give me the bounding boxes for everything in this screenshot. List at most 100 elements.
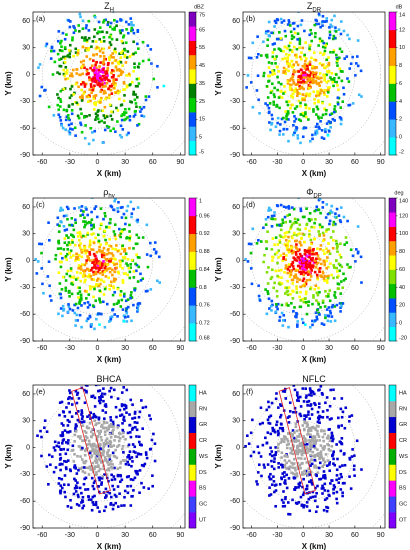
radar-echo [50, 46, 54, 50]
radar-echo [285, 112, 289, 115]
radar-echo [308, 211, 312, 215]
radar-echo [109, 54, 113, 58]
radar-echo [295, 259, 299, 262]
radar-echo [325, 281, 329, 284]
radar-echo [38, 242, 41, 246]
radar-echo [65, 258, 69, 262]
radar-echo [113, 199, 116, 203]
y-tick-label: 60 [22, 391, 30, 398]
radar-echo [109, 495, 113, 499]
radar-echo [125, 411, 128, 415]
radar-echo [277, 466, 281, 469]
radar-echo [351, 102, 355, 105]
radar-echo [138, 302, 142, 305]
radar-echo [268, 452, 272, 456]
radar-echo [318, 84, 321, 88]
radar-echo [90, 323, 93, 326]
colorbar-band [389, 226, 396, 242]
radar-echo [316, 429, 319, 433]
radar-echo [314, 510, 318, 514]
radar-echo [308, 509, 312, 513]
radar-echo [100, 438, 104, 442]
radar-echo [59, 307, 63, 310]
radar-echo [326, 506, 330, 510]
radar-echo [296, 323, 299, 327]
radar-echo [116, 120, 119, 123]
radar-echo [125, 320, 129, 323]
radar-echo [69, 269, 73, 272]
radar-echo [333, 463, 337, 467]
radar-echo [101, 71, 105, 74]
radar-echo [327, 436, 330, 440]
radar-echo [97, 120, 101, 124]
radar-echo [89, 411, 93, 415]
radar-echo [302, 87, 306, 91]
radar-echo [326, 276, 330, 280]
radar-echo [104, 411, 108, 414]
radar-echo [123, 504, 126, 507]
radar-echo [269, 70, 272, 74]
radar-echo [329, 388, 333, 392]
radar-echo [294, 275, 298, 279]
radar-echo [93, 494, 96, 498]
radar-echo [82, 466, 86, 469]
radar-echo [305, 222, 309, 226]
radar-echo [87, 426, 91, 430]
radar-echo [82, 504, 86, 508]
radar-echo [314, 428, 318, 432]
radar-echo [80, 88, 83, 92]
radar-echo [57, 241, 61, 245]
radar-echo [311, 81, 315, 85]
radar-echo [271, 31, 275, 35]
radar-echo [126, 491, 130, 495]
radar-echo [61, 314, 64, 318]
radar-echo [315, 22, 318, 26]
radar-echo [122, 415, 126, 419]
radar-echo [266, 29, 270, 33]
radar-echo [121, 247, 124, 251]
radar-echo [98, 289, 102, 293]
radar-echo [45, 430, 49, 433]
radar-echo [266, 418, 270, 422]
radar-echo [310, 39, 313, 43]
radar-echo [117, 299, 120, 303]
y-tick-label: -90 [230, 338, 240, 345]
radar-echo [58, 72, 61, 76]
radar-echo [307, 399, 311, 403]
radar-echo [123, 407, 126, 411]
radar-echo [102, 89, 106, 93]
radar-echo [68, 391, 72, 395]
radar-echo [100, 263, 104, 267]
radar-echo [94, 385, 98, 387]
radar-echo [337, 274, 340, 278]
radar-echo [267, 20, 271, 24]
radar-echo [322, 137, 326, 140]
radar-echo [282, 257, 285, 260]
radar-echo [114, 405, 118, 409]
radar-echo [92, 433, 95, 437]
radar-echo [122, 418, 125, 421]
radar-echo [132, 40, 135, 44]
radar-echo [296, 24, 300, 28]
radar-echo [305, 264, 309, 268]
radar-echo [85, 297, 88, 300]
radar-echo [270, 62, 274, 65]
colorbar-tick-label: 100 [399, 231, 408, 237]
colorbar-band [389, 400, 396, 418]
radar-echo [295, 399, 299, 402]
radar-echo [311, 256, 315, 260]
radar-echo [107, 251, 111, 255]
radar-echo [101, 51, 105, 55]
radar-echo [94, 205, 98, 208]
radar-echo [292, 410, 295, 414]
radar-echo [123, 247, 127, 251]
radar-echo [88, 251, 91, 254]
radar-echo [321, 113, 325, 117]
radar-echo [309, 426, 313, 430]
radar-echo [288, 459, 291, 463]
radar-echo [112, 69, 116, 73]
radar-echo [117, 271, 121, 275]
radar-echo [339, 122, 343, 126]
radar-echo [327, 61, 331, 65]
radar-echo [93, 479, 97, 483]
